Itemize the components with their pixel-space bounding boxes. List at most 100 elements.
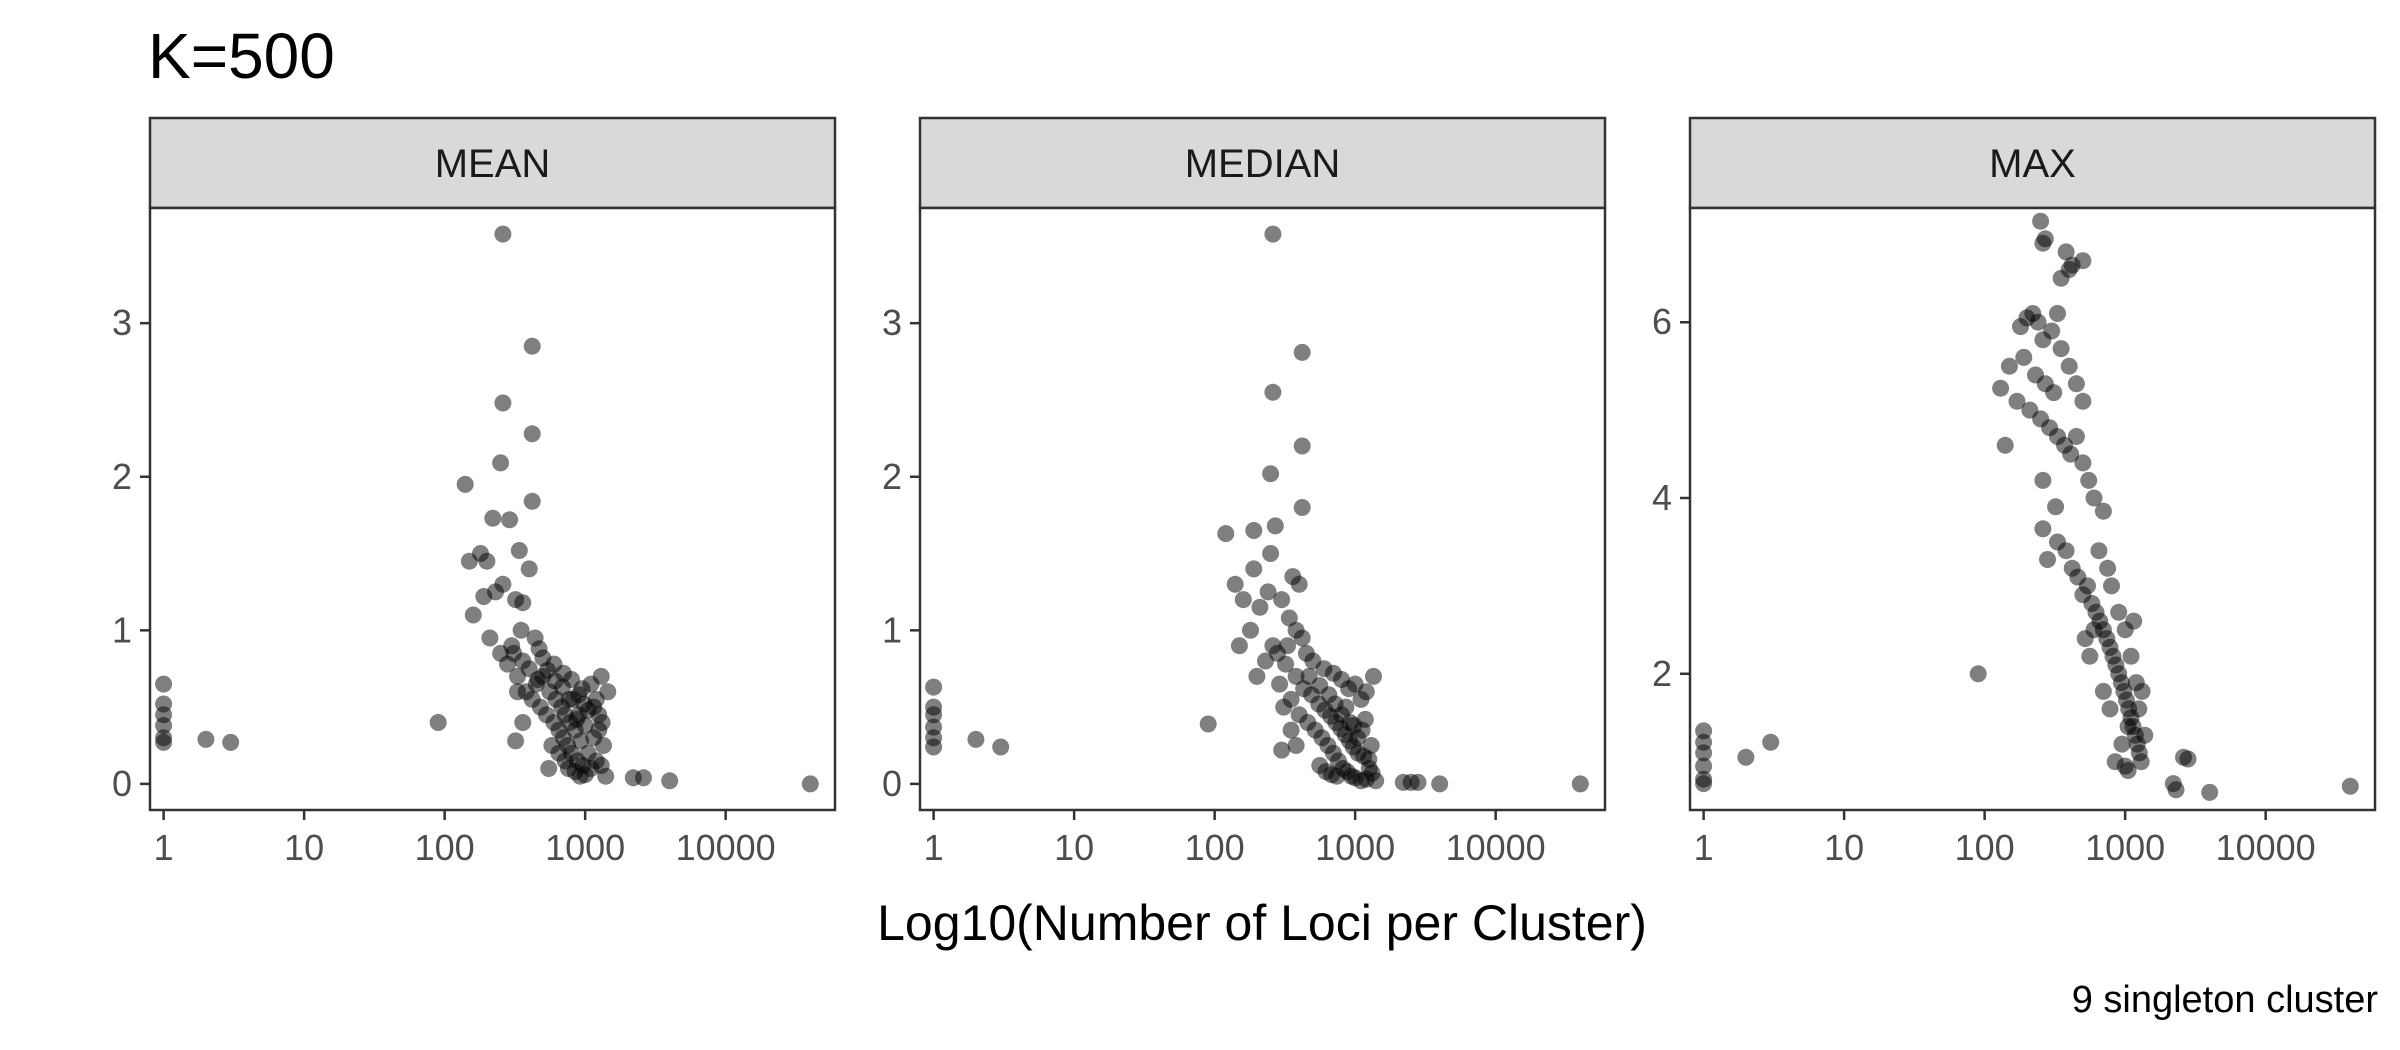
data-point: [1234, 591, 1252, 609]
data-point: [222, 733, 240, 751]
facet-label: MAX: [1989, 142, 2076, 186]
y-tick-label: 2: [882, 456, 902, 497]
data-point: [1262, 465, 1280, 483]
data-point: [1996, 436, 2014, 454]
data-point: [1264, 225, 1282, 243]
data-point: [429, 714, 447, 731]
data-point: [576, 766, 594, 784]
data-point: [2090, 542, 2108, 560]
data-point: [2045, 384, 2063, 402]
data-point: [1992, 379, 2010, 397]
data-point: [1737, 748, 1755, 766]
x-tick-label: 1000: [1315, 827, 1395, 868]
data-point: [2062, 445, 2080, 463]
y-tick-label: 3: [112, 302, 132, 343]
data-point: [155, 733, 173, 751]
data-point: [514, 714, 532, 731]
panel-border: [918, 206, 1607, 812]
data-point: [2057, 542, 2075, 560]
data-point: [1409, 773, 1427, 791]
x-tick-label: 10000: [676, 827, 776, 868]
x-tick-label: 100: [415, 827, 475, 868]
data-point: [1262, 545, 1280, 562]
data-point: [2125, 612, 2143, 630]
data-point: [520, 560, 538, 578]
data-point: [494, 575, 512, 593]
data-point: [595, 737, 612, 754]
data-point: [514, 594, 532, 612]
data-point: [2074, 392, 2092, 410]
data-point: [967, 730, 985, 748]
data-point: [2057, 243, 2075, 261]
x-tick-label: 100: [1955, 827, 2015, 868]
y-tick-label: 2: [112, 456, 132, 497]
x-tick-label: 10000: [2216, 827, 2316, 868]
data-point: [925, 678, 943, 696]
data-point: [2052, 340, 2070, 358]
y-tick-label: 0: [882, 763, 902, 804]
data-point: [2060, 357, 2078, 375]
data-point: [2130, 700, 2148, 718]
x-tick-label: 10: [1824, 827, 1864, 868]
data-point: [2034, 331, 2052, 349]
facet-label: MEDIAN: [1185, 142, 1341, 186]
data-point: [2094, 502, 2112, 520]
data-point: [2133, 682, 2151, 700]
facet-strip: [148, 116, 837, 210]
data-point: [494, 225, 512, 243]
y-tick-label: 6: [1652, 301, 1672, 342]
y-tick-label: 0: [112, 763, 132, 804]
data-point: [661, 772, 679, 790]
data-point: [2032, 212, 2050, 230]
data-point: [505, 644, 523, 662]
data-point: [507, 732, 525, 750]
data-point: [801, 775, 819, 793]
panel-border: [1688, 206, 2377, 812]
data-point: [1273, 741, 1291, 759]
data-point: [1245, 522, 1263, 539]
panel-background: [1690, 208, 2375, 810]
x-tick-label: 10: [284, 827, 324, 868]
data-point: [529, 671, 547, 688]
data-point: [575, 695, 593, 713]
data-point: [456, 475, 474, 493]
data-point: [1356, 710, 1374, 728]
x-tick-label: 10: [1054, 827, 1094, 868]
data-point: [2110, 603, 2128, 621]
data-point: [1264, 383, 1282, 401]
data-point: [1259, 583, 1277, 601]
data-point: [2113, 735, 2131, 753]
data-point: [1248, 667, 1266, 685]
data-point: [523, 425, 541, 443]
data-point: [1269, 644, 1286, 662]
data-point: [2103, 577, 2120, 595]
x-tick-label: 1: [1694, 827, 1714, 868]
x-tick-label: 10000: [1446, 827, 1546, 868]
data-point: [1297, 644, 1315, 662]
data-point: [2179, 750, 2197, 768]
data-point: [2080, 471, 2098, 489]
data-point: [2000, 357, 2018, 375]
data-point: [1266, 517, 1284, 535]
data-point: [1762, 733, 1780, 751]
data-point: [572, 732, 590, 750]
data-point: [2119, 762, 2137, 779]
facet-label: MEAN: [435, 142, 551, 186]
data-point: [2079, 577, 2096, 595]
data-point: [1230, 637, 1248, 655]
data-point: [992, 738, 1010, 756]
data-point: [2034, 471, 2052, 489]
data-point: [1695, 775, 1713, 793]
data-point: [1275, 698, 1293, 716]
data-point: [1287, 667, 1305, 685]
y-tick-label: 4: [1652, 477, 1672, 518]
data-point: [2034, 234, 2052, 252]
data-point: [593, 714, 611, 731]
data-point: [501, 511, 519, 529]
facet-strip: [1688, 116, 2377, 210]
data-point: [1293, 499, 1311, 516]
data-point: [1287, 737, 1305, 754]
data-point: [2132, 753, 2150, 771]
